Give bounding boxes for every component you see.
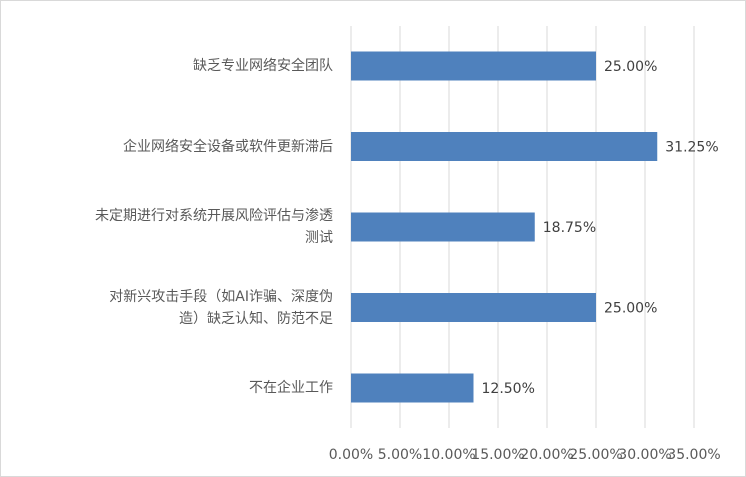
x-tick-label: 5.00% xyxy=(378,447,422,463)
data-label: 25.00% xyxy=(604,59,657,75)
data-label: 18.75% xyxy=(543,220,596,236)
x-tick-label: 25.00% xyxy=(569,447,622,463)
x-tick-label: 10.00% xyxy=(422,447,475,463)
bar xyxy=(351,132,658,161)
bar xyxy=(351,373,474,403)
category-label-line: 对新兴攻击手段（如AI诈骗、深度伪 xyxy=(109,288,333,305)
category-label: 对新兴攻击手段（如AI诈骗、深度伪造）缺乏认知、防范不足 xyxy=(3,286,333,330)
x-tick-label: 35.00% xyxy=(667,447,720,463)
data-label: 25.00% xyxy=(604,301,657,317)
category-label-line: 未定期进行对系统开展风险评估与渗透 xyxy=(95,208,333,224)
bar xyxy=(351,51,596,81)
x-tick-label: 15.00% xyxy=(471,447,524,463)
category-label: 缺乏专业网络安全团队 xyxy=(3,55,333,77)
category-label: 未定期进行对系统开展风险评估与渗透测试 xyxy=(3,205,333,249)
category-label: 不在企业工作 xyxy=(3,377,333,399)
data-label: 12.50% xyxy=(482,381,535,397)
category-label-line: 不在企业工作 xyxy=(249,380,333,396)
bar xyxy=(351,212,535,242)
x-tick-label: 20.00% xyxy=(520,447,573,463)
category-label-line: 缺乏专业网络安全团队 xyxy=(193,58,333,74)
bar xyxy=(351,293,596,322)
category-label: 企业网络安全设备或软件更新滞后 xyxy=(3,136,333,158)
data-label: 31.25% xyxy=(665,140,718,156)
category-label-line: 造）缺乏认知、防范不足 xyxy=(179,310,333,327)
category-label-line: 企业网络安全设备或软件更新滞后 xyxy=(123,138,333,155)
x-tick-label: 0.00% xyxy=(329,447,373,463)
category-label-line: 测试 xyxy=(305,230,333,246)
x-tick-label: 30.00% xyxy=(618,447,671,463)
